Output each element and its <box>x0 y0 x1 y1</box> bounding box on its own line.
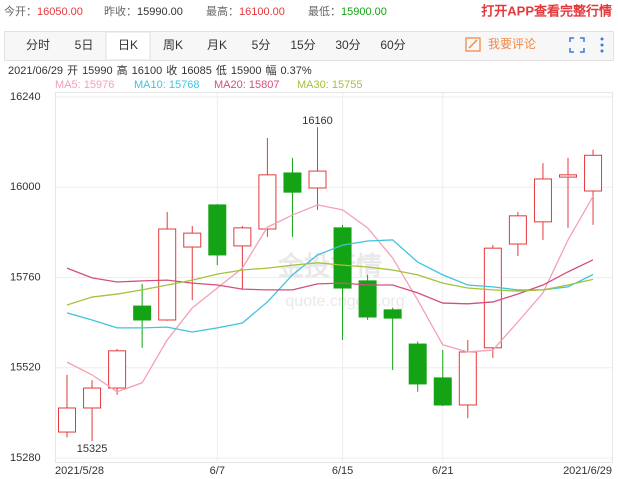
legend-entry: MA5: 15976 <box>55 79 114 91</box>
info-item: 2021/06/29 <box>8 65 63 77</box>
tab[interactable]: 周K <box>163 38 183 52</box>
info-item: 15900 <box>231 65 262 77</box>
candle-body <box>533 178 552 223</box>
y-tick-label: 15760 <box>10 271 41 283</box>
candle-body <box>208 204 227 256</box>
fullscreen-glyph <box>569 37 585 53</box>
info-item: 低 <box>216 64 227 77</box>
legend-entry: MA30: 15755 <box>297 79 362 91</box>
candle-body <box>358 280 377 318</box>
comment-button[interactable]: 我要评论 <box>488 37 536 51</box>
candle-body <box>458 351 477 406</box>
x-tick-label: 2021/6/29 <box>563 465 612 477</box>
legend-entry: MA10: 15768 <box>134 79 199 91</box>
candle-body <box>383 309 402 319</box>
tab[interactable]: 月K <box>207 38 227 52</box>
ma-line <box>66 239 594 333</box>
candle-body <box>333 227 352 289</box>
candle-body <box>233 227 252 247</box>
tab[interactable]: 分时 <box>26 38 50 52</box>
candle-body <box>559 174 577 178</box>
quote-value: 15990.00 <box>137 6 183 18</box>
candle-body <box>83 387 102 409</box>
x-tick-label: 2021/5/28 <box>55 465 104 477</box>
candle-body <box>133 305 152 321</box>
more-icon[interactable] <box>600 37 604 53</box>
info-item: 16100 <box>132 65 163 77</box>
candle-body <box>483 247 502 349</box>
candle-body <box>508 215 527 245</box>
candle-body <box>258 174 277 230</box>
y-tick-label: 15280 <box>10 452 41 464</box>
watermark: 金投行情 <box>277 251 382 281</box>
y-tick-label: 15520 <box>10 362 41 374</box>
y-tick-label: 16240 <box>10 91 41 103</box>
candle-body <box>433 377 452 406</box>
info-item: 15990 <box>82 65 113 77</box>
info-item: 0.37% <box>280 65 311 77</box>
min-label: 15325 <box>77 443 108 455</box>
x-tick-label: 6/7 <box>210 465 225 477</box>
tab[interactable]: 日K <box>118 38 138 52</box>
more-dot <box>600 37 604 41</box>
candle-body <box>308 170 327 189</box>
tab[interactable]: 5分 <box>252 38 271 52</box>
candle-body <box>108 350 127 389</box>
info-item: 收 <box>166 63 177 77</box>
quote-label: 今开： <box>4 4 37 18</box>
comment-icon-box <box>465 37 481 52</box>
candle-body <box>283 172 302 193</box>
candle-body <box>158 228 177 321</box>
tab[interactable]: 30分 <box>335 38 360 52</box>
quote-label: 最低： <box>308 5 341 18</box>
quote-item: 今开：16050.00 <box>4 4 83 18</box>
tab[interactable]: 15分 <box>290 38 315 52</box>
more-dot <box>600 49 604 53</box>
quote-item: 最高：16100.00 <box>206 4 285 18</box>
more-dot <box>600 43 604 47</box>
candle-body <box>183 232 202 248</box>
tab-active-bg <box>105 31 151 61</box>
legend-entry: MA20: 15807 <box>214 79 279 91</box>
candle-body <box>58 407 76 433</box>
quote-value: 15900.00 <box>341 6 387 18</box>
info-line: 2021/06/29 开 15990 高 16100 收 16085 低 15900 幅 0.37% <box>8 63 312 77</box>
info-item: 16085 <box>181 65 212 77</box>
comment-icon-pen <box>468 39 478 49</box>
candle-body <box>584 154 603 192</box>
candle-body <box>408 343 427 385</box>
comment-icon[interactable] <box>465 37 481 52</box>
quote-label: 最高： <box>206 4 239 18</box>
info-item: 幅 <box>265 64 276 77</box>
info-item: 高 <box>117 63 128 77</box>
quote-item: 最低：15900.00 <box>308 5 387 18</box>
ma-line <box>66 259 594 305</box>
app-link[interactable]: 打开APP查看完整行情 <box>481 3 612 18</box>
fullscreen-icon[interactable] <box>569 37 585 53</box>
quote-label: 昨收： <box>104 4 137 18</box>
quote-value: 16050.00 <box>37 6 83 18</box>
quote-value: 16100.00 <box>239 6 285 18</box>
x-tick-label: 6/15 <box>332 465 353 477</box>
ma-line <box>66 195 594 393</box>
x-tick-label: 6/21 <box>432 465 453 477</box>
y-tick-label: 16000 <box>10 181 41 193</box>
watermark: quote.cngold.org <box>285 293 404 310</box>
quote-item: 昨收：15990.00 <box>104 4 183 18</box>
info-item: 开 <box>67 65 78 77</box>
tab[interactable]: 5日 <box>75 38 94 52</box>
tab[interactable]: 60分 <box>380 38 405 52</box>
max-label: 16160 <box>302 115 333 127</box>
ma-line <box>66 262 594 306</box>
